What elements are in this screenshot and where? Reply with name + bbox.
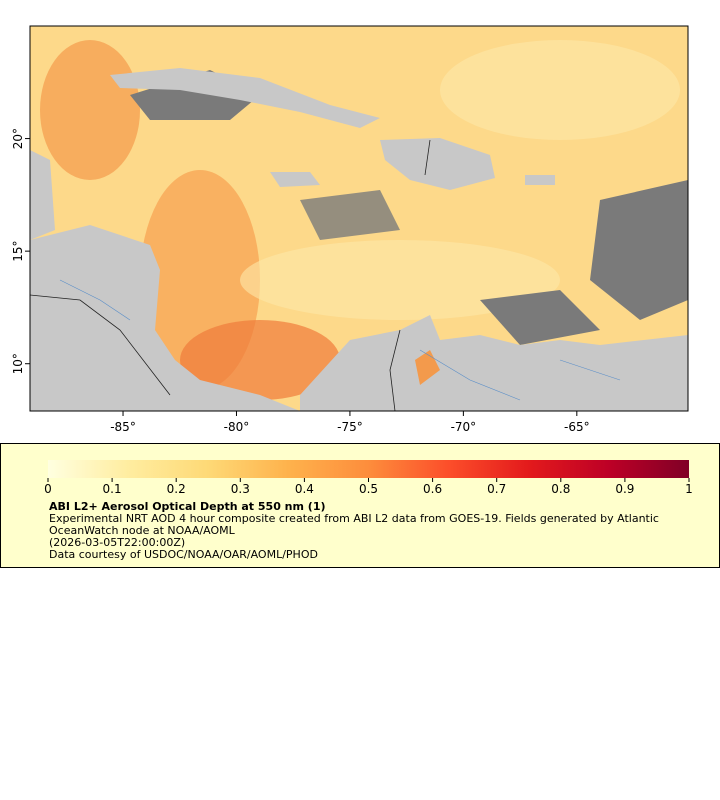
colorbar-tick-label: 0: [44, 482, 52, 496]
legend-panel: 0 0.1 0.2 0.3 0.4 0.5 0.6 0.7 0.8 0.9 1 ABI L2+ Ae…: [0, 443, 720, 568]
x-tick-label: -75°: [337, 420, 363, 434]
legend-credit: Data courtesy of USDOC/NOAA/OAR/AOML/PHO…: [49, 548, 318, 561]
y-tick-label: 10°: [11, 353, 25, 374]
colorbar-tick-label: 0.7: [487, 482, 506, 496]
x-tick-label: -65°: [564, 420, 590, 434]
colorbar-tick-label: 0.2: [167, 482, 186, 496]
y-tick-label: 15°: [11, 241, 25, 262]
colorbar-tick-label: 0.9: [615, 482, 634, 496]
legend-text: ABI L2+ Aerosol Optical Depth at 550 nm …: [49, 501, 689, 561]
map-frame: [29, 25, 689, 412]
map-figure: -85° -80° -75° -70° -65° 10° 15° 20°: [11, 25, 689, 434]
colorbar-tick-label: 1: [685, 482, 693, 496]
colorbar-tick-label: 0.4: [295, 482, 314, 496]
colorbar-tick-label: 0.5: [359, 482, 378, 496]
legend-title: ABI L2+ Aerosol Optical Depth at 550 nm …: [49, 500, 326, 513]
colorbar: 0 0.1 0.2 0.3 0.4 0.5 0.6 0.7 0.8 0.9 1: [44, 460, 693, 496]
map-raster: [30, 26, 688, 411]
x-tick-label: -80°: [224, 420, 250, 434]
colorbar-tick-label: 0.3: [231, 482, 250, 496]
legend-description: Experimental NRT AOD 4 hour composite cr…: [49, 512, 659, 537]
x-tick-label: -70°: [451, 420, 477, 434]
colorbar-tick-label: 0.6: [423, 482, 442, 496]
legend-time: (2026-03-05T22:00:00Z): [49, 536, 186, 549]
y-tick-label: 20°: [11, 128, 25, 149]
x-tick-label: -85°: [110, 420, 136, 434]
colorbar-tick-label: 0.8: [551, 482, 570, 496]
colorbar-ramp: [48, 460, 689, 478]
colorbar-tick-label: 0.1: [103, 482, 122, 496]
